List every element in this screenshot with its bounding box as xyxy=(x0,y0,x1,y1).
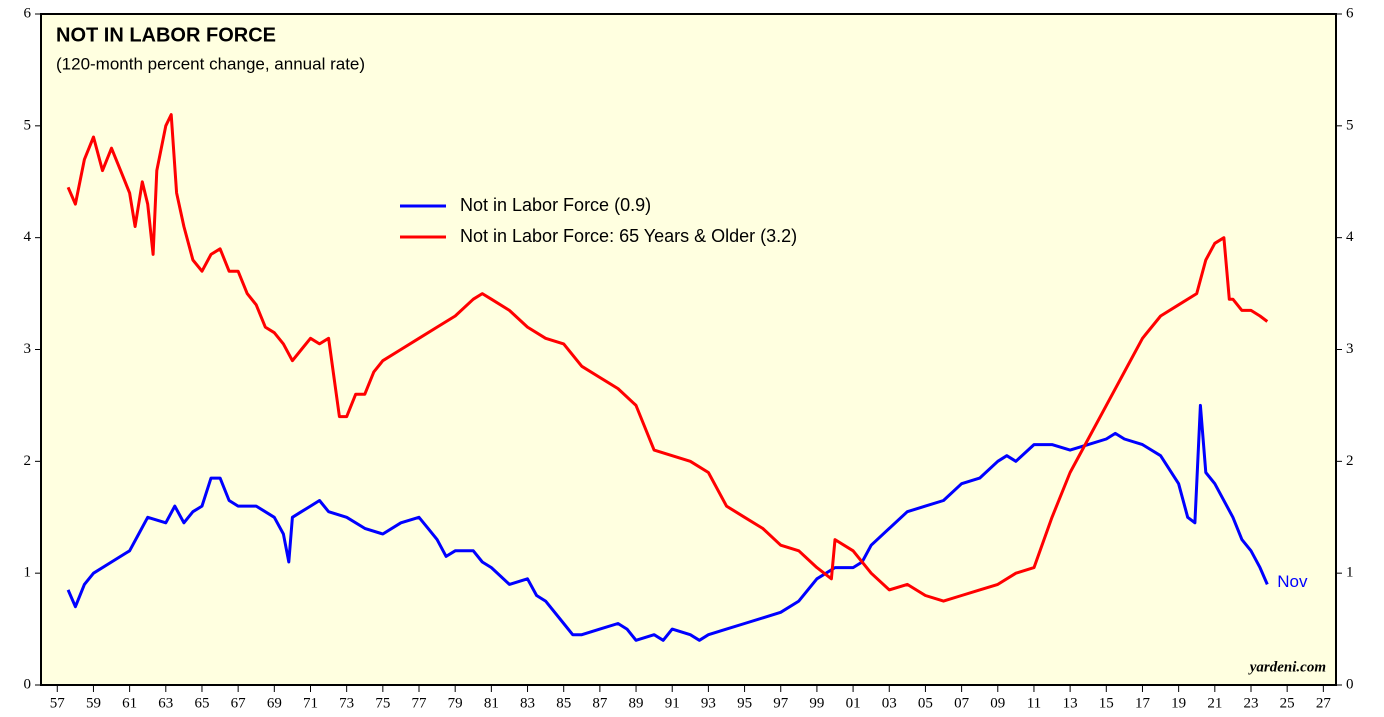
x-tick-label: 79 xyxy=(448,695,463,711)
y-tick-label: 4 xyxy=(24,229,32,245)
series-line xyxy=(66,113,1269,603)
x-tick-label: 61 xyxy=(122,695,137,711)
x-tick-label: 11 xyxy=(1027,695,1041,711)
plot-area xyxy=(41,14,1336,685)
y2-tick-label: 4 xyxy=(1346,229,1354,245)
x-tick-label: 73 xyxy=(339,695,354,711)
x-tick-label: 83 xyxy=(520,695,535,711)
x-tick-label: 89 xyxy=(629,695,644,711)
x-tick-label: 21 xyxy=(1207,695,1222,711)
chart-subtitle: (120-month percent change, annual rate) xyxy=(56,54,365,73)
x-tick-label: 85 xyxy=(556,695,571,711)
y-tick-label: 6 xyxy=(24,5,32,21)
source-label: yardeni.com xyxy=(1248,659,1326,675)
x-tick-label: 57 xyxy=(50,695,66,711)
x-tick-label: 27 xyxy=(1316,695,1332,711)
y2-tick-label: 2 xyxy=(1346,453,1354,469)
x-tick-label: 67 xyxy=(231,695,247,711)
x-tick-label: 87 xyxy=(592,695,608,711)
x-tick-label: 95 xyxy=(737,695,752,711)
y2-tick-label: 1 xyxy=(1346,565,1354,581)
y-tick-label: 3 xyxy=(24,341,32,357)
y2-tick-label: 0 xyxy=(1346,676,1354,692)
series-line xyxy=(66,403,1269,642)
x-tick-label: 05 xyxy=(918,695,933,711)
y2-tick-label: 5 xyxy=(1346,117,1354,133)
x-tick-label: 93 xyxy=(701,695,716,711)
y-tick-label: 0 xyxy=(24,676,32,692)
x-tick-label: 09 xyxy=(990,695,1005,711)
x-tick-label: 65 xyxy=(194,695,209,711)
x-tick-label: 77 xyxy=(412,695,428,711)
x-tick-label: 01 xyxy=(846,695,861,711)
x-tick-label: 81 xyxy=(484,695,499,711)
chart-title: NOT IN LABOR FORCE xyxy=(56,24,276,46)
y2-tick-label: 3 xyxy=(1346,341,1354,357)
y-tick-label: 1 xyxy=(24,565,32,581)
x-tick-label: 71 xyxy=(303,695,318,711)
end-label: Nov xyxy=(1277,572,1308,591)
y-tick-label: 5 xyxy=(24,117,32,133)
y-tick-label: 2 xyxy=(24,453,32,469)
x-tick-label: 17 xyxy=(1135,695,1151,711)
x-tick-label: 91 xyxy=(665,695,680,711)
legend-label: Not in Labor Force (0.9) xyxy=(460,195,651,215)
x-tick-label: 13 xyxy=(1063,695,1078,711)
x-tick-label: 07 xyxy=(954,695,970,711)
x-tick-label: 15 xyxy=(1099,695,1114,711)
x-tick-label: 25 xyxy=(1280,695,1295,711)
legend-label: Not in Labor Force: 65 Years & Older (3.… xyxy=(460,226,797,246)
y2-tick-label: 6 xyxy=(1346,5,1354,21)
x-tick-label: 23 xyxy=(1243,695,1258,711)
x-tick-label: 75 xyxy=(375,695,390,711)
x-tick-label: 59 xyxy=(86,695,101,711)
x-tick-label: 99 xyxy=(809,695,824,711)
x-tick-label: 69 xyxy=(267,695,282,711)
x-tick-label: 63 xyxy=(158,695,173,711)
x-tick-label: 19 xyxy=(1171,695,1186,711)
x-tick-label: 03 xyxy=(882,695,897,711)
x-tick-label: 97 xyxy=(773,695,789,711)
